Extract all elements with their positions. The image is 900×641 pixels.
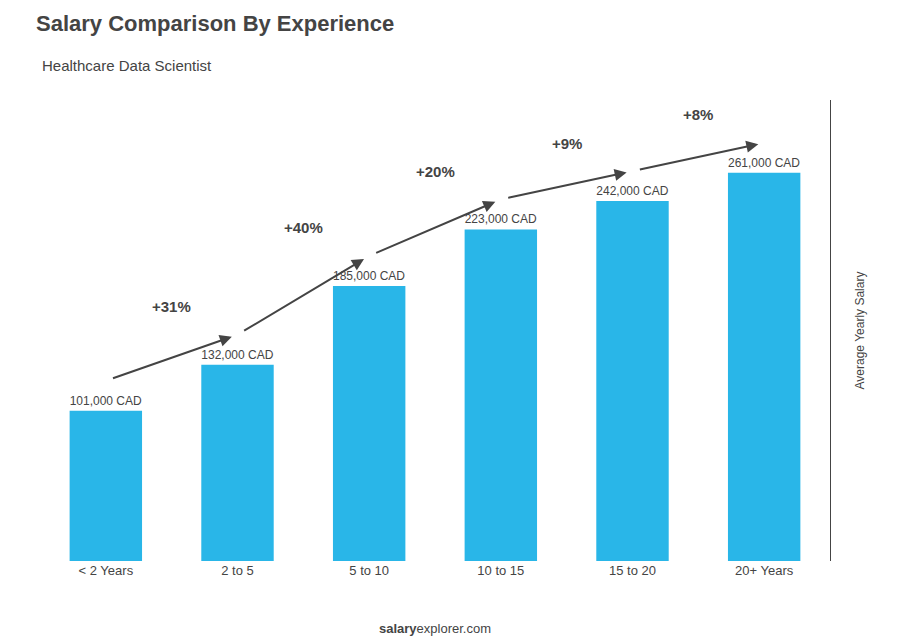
svg-text:Average Yearly Salary: Average Yearly Salary	[853, 272, 867, 390]
svg-text:185,000 CAD: 185,000 CAD	[333, 269, 405, 283]
svg-text:Healthcare Data Scientist: Healthcare Data Scientist	[42, 57, 212, 74]
svg-text:+8%: +8%	[683, 106, 713, 123]
svg-text:+9%: +9%	[552, 135, 582, 152]
svg-text:20+ Years: 20+ Years	[735, 563, 794, 578]
svg-text:5 to 10: 5 to 10	[349, 563, 389, 578]
svg-text:2 to 5: 2 to 5	[221, 563, 254, 578]
svg-text:223,000 CAD: 223,000 CAD	[465, 212, 537, 226]
svg-text:15 to 20: 15 to 20	[609, 563, 656, 578]
svg-text:10 to 15: 10 to 15	[477, 563, 524, 578]
svg-text:salaryexplorer.com: salaryexplorer.com	[379, 621, 491, 636]
svg-text:242,000 CAD: 242,000 CAD	[596, 184, 668, 198]
svg-text:+31%: +31%	[152, 298, 191, 315]
svg-text:101,000 CAD: 101,000 CAD	[70, 394, 142, 408]
svg-text:261,000 CAD: 261,000 CAD	[728, 156, 800, 170]
svg-text:< 2 Years: < 2 Years	[79, 563, 134, 578]
svg-text:132,000 CAD: 132,000 CAD	[201, 348, 273, 362]
svg-text:+20%: +20%	[416, 163, 455, 180]
svg-text:Salary Comparison By Experienc: Salary Comparison By Experience	[36, 11, 394, 36]
svg-text:+40%: +40%	[284, 219, 323, 236]
